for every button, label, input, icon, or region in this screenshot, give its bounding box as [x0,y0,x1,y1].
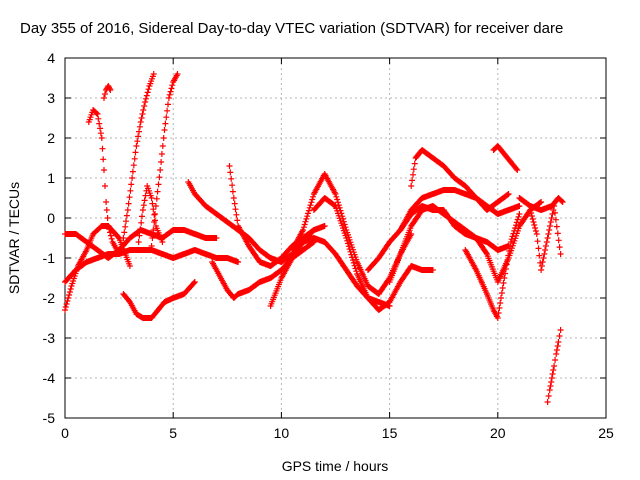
series-arc-13 [267,235,393,309]
scatter-markers [310,195,436,313]
series-arc-7 [135,183,166,245]
data-points [62,71,566,405]
series-arc-6 [120,71,157,241]
scatter-markers [120,279,198,321]
scatter-markers [135,183,166,245]
scatter-markers [408,147,512,213]
scatter-markers [148,71,181,249]
scatter-markers [120,71,157,241]
series-arc-8 [148,71,181,249]
grid-lines [65,58,606,418]
x-tick-label: 20 [490,425,506,441]
y-tick-label: 0 [47,210,55,226]
scatter-markers [267,235,393,309]
x-tick-label: 5 [169,425,177,441]
x-tick-label: 0 [61,425,69,441]
scatter-markers [490,143,521,173]
series-arc-4 [85,107,123,257]
y-tick-label: 2 [47,130,55,146]
series-arc-21 [462,211,523,321]
y-tick-label: 3 [47,90,55,106]
y-tick-label: -5 [43,410,56,426]
y-axis-label: SDTVAR / TECUs [6,182,22,294]
series-arc-24 [544,327,564,405]
scatter-markers [462,211,523,321]
y-tick-label: 4 [47,50,55,66]
x-axis-label: GPS time / hours [282,458,389,474]
y-tick-label: -4 [43,370,56,386]
y-tick-label: -2 [43,290,56,306]
scatter-markers [226,163,328,269]
scatter-markers [527,203,564,273]
scatter-markers [85,107,123,257]
series-arc-3 [62,247,242,285]
y-tick-label: -1 [43,250,56,266]
series-arc-23 [527,203,564,273]
series-arc-19 [408,147,512,213]
axis-ticks: 0 5 10 15 20 25 -5 -4 -3 -2 -1 0 1 2 3 4 [43,50,614,441]
scatter-markers [62,247,242,285]
chart-title: Day 355 of 2016, Sidereal Day-to-day VTE… [20,20,563,37]
y-tick-label: -3 [43,330,56,346]
x-tick-label: 15 [382,425,398,441]
plot-frame [64,57,607,419]
scatter-markers [544,327,564,405]
series-arc-9 [120,279,198,321]
x-tick-label: 25 [598,425,614,441]
x-tick-label: 10 [274,425,290,441]
y-tick-label: 1 [47,170,55,186]
series-arc-12 [226,163,328,269]
scatter-markers [101,83,114,101]
series-arc-5 [101,83,114,101]
series-arc-20 [490,143,521,173]
series-arc-15 [310,195,436,313]
